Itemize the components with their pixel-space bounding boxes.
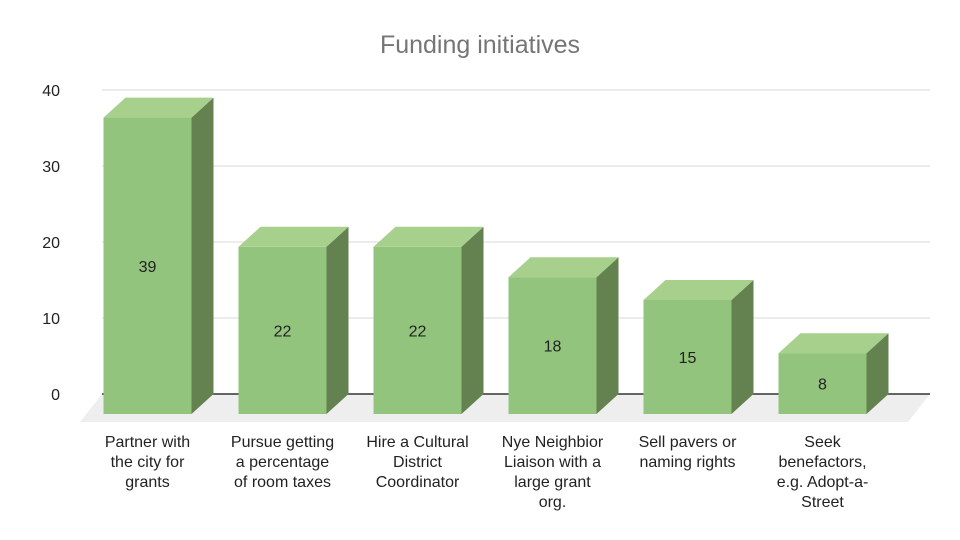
bar-front-face: [373, 246, 462, 414]
chart-title: Funding initiatives: [380, 31, 580, 59]
bar-side-face: [191, 97, 214, 414]
bar-side-face: [866, 333, 889, 414]
category-label-line: Seek: [804, 434, 841, 451]
bar-top-face: [778, 333, 889, 354]
bar-top-face: [508, 257, 619, 278]
bar: [643, 280, 754, 414]
bar-front-face: [508, 277, 597, 414]
bar-top-face: [643, 280, 754, 300]
bar-front-face: [103, 117, 192, 414]
y-tick-label: 20: [42, 235, 60, 252]
category-label: Partner with the city for grants: [105, 434, 190, 491]
category-label: Nye Neighbior Liaison with a large grant or…: [502, 434, 604, 511]
data-label: 18: [544, 339, 562, 356]
category-label: Sell pavers or naming rights: [639, 434, 737, 471]
bar: [103, 97, 214, 414]
category-label-line: org.: [539, 494, 567, 511]
category-label-line: a percentage: [236, 454, 330, 471]
category-label-line: of room taxes: [234, 474, 331, 491]
category-label: Pursue getting a percentage of room taxes: [231, 434, 334, 491]
bar-front-face: [238, 246, 327, 414]
bar: [508, 257, 619, 414]
data-label: 22: [409, 323, 427, 340]
category-label-line: Coordinator: [376, 474, 460, 491]
bar-side-face: [461, 226, 484, 414]
category-label-line: benefactors,: [778, 454, 866, 471]
category-label-line: large grant: [514, 474, 591, 491]
category-label-line: Nye Neighbior: [502, 434, 604, 451]
y-tick-label: 40: [42, 83, 60, 100]
data-label: 39: [139, 259, 157, 276]
data-label: 8: [818, 377, 827, 394]
bar-front-face: [778, 353, 867, 414]
category-label-line: Street: [801, 494, 844, 511]
category-label-line: e.g. Adopt-a-: [777, 474, 869, 491]
category-label-line: Sell pavers or: [639, 434, 737, 451]
category-label: Hire a Cultural District Coordinator: [366, 434, 468, 491]
category-label: Seek benefactors, e.g. Adopt-a- Street: [777, 434, 869, 511]
bar-top-face: [238, 226, 349, 247]
category-label-line: grants: [125, 474, 169, 491]
bar-side-face: [731, 280, 754, 414]
category-label-line: District: [393, 454, 442, 471]
y-tick-label: 0: [51, 387, 60, 404]
category-label-line: Liaison with a: [504, 454, 601, 471]
category-label-line: the city for: [111, 454, 185, 471]
category-label-line: Pursue getting: [231, 434, 334, 451]
bar-front-face: [643, 300, 732, 414]
y-tick-label: 30: [42, 159, 60, 176]
bar: [778, 333, 889, 414]
bar-top-face: [103, 97, 214, 118]
bar-side-face: [326, 226, 349, 414]
bar-side-face: [596, 257, 619, 414]
category-label-line: naming rights: [639, 454, 735, 471]
category-label-line: Partner with: [105, 434, 190, 451]
data-label: 15: [679, 350, 697, 367]
bar-top-face: [373, 226, 484, 247]
bar: [373, 226, 484, 414]
bar: [238, 226, 349, 414]
data-label: 22: [274, 323, 292, 340]
category-label-line: Hire a Cultural: [366, 434, 468, 451]
y-tick-label: 10: [42, 311, 60, 328]
